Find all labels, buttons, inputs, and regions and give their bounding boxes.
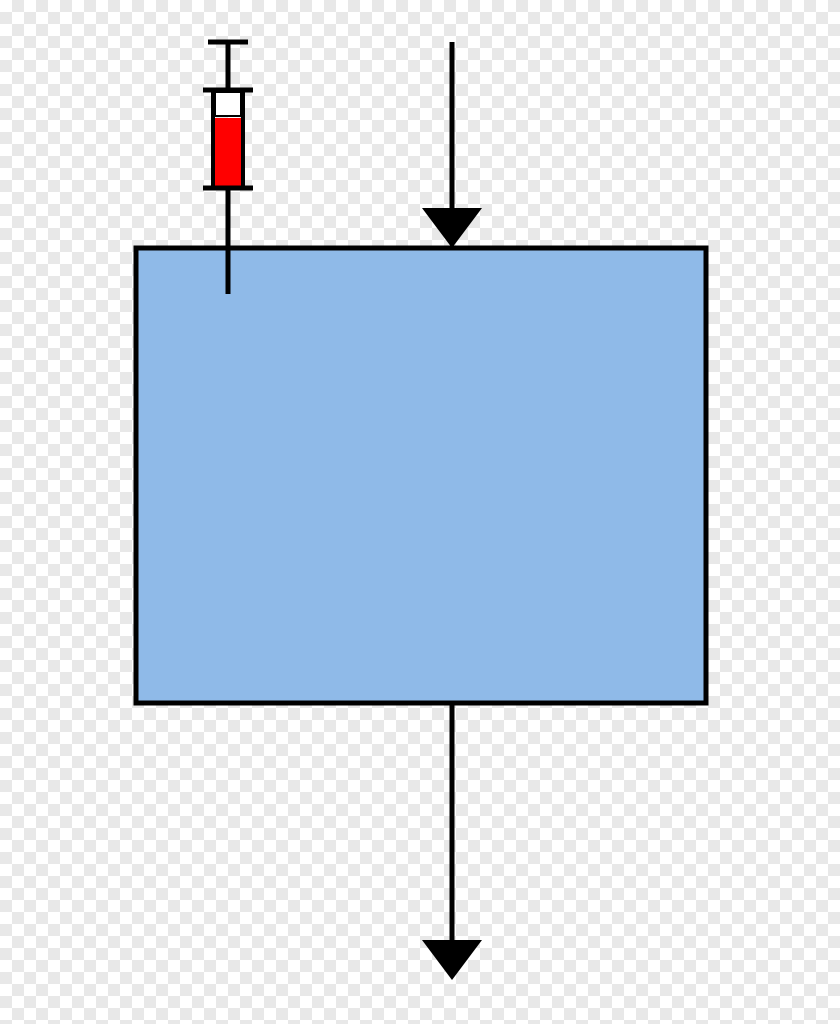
process-box (136, 248, 706, 703)
syringe-fluid (215, 118, 241, 186)
output-arrow (422, 703, 482, 980)
process-diagram (0, 0, 840, 1024)
input-arrow (422, 42, 482, 248)
